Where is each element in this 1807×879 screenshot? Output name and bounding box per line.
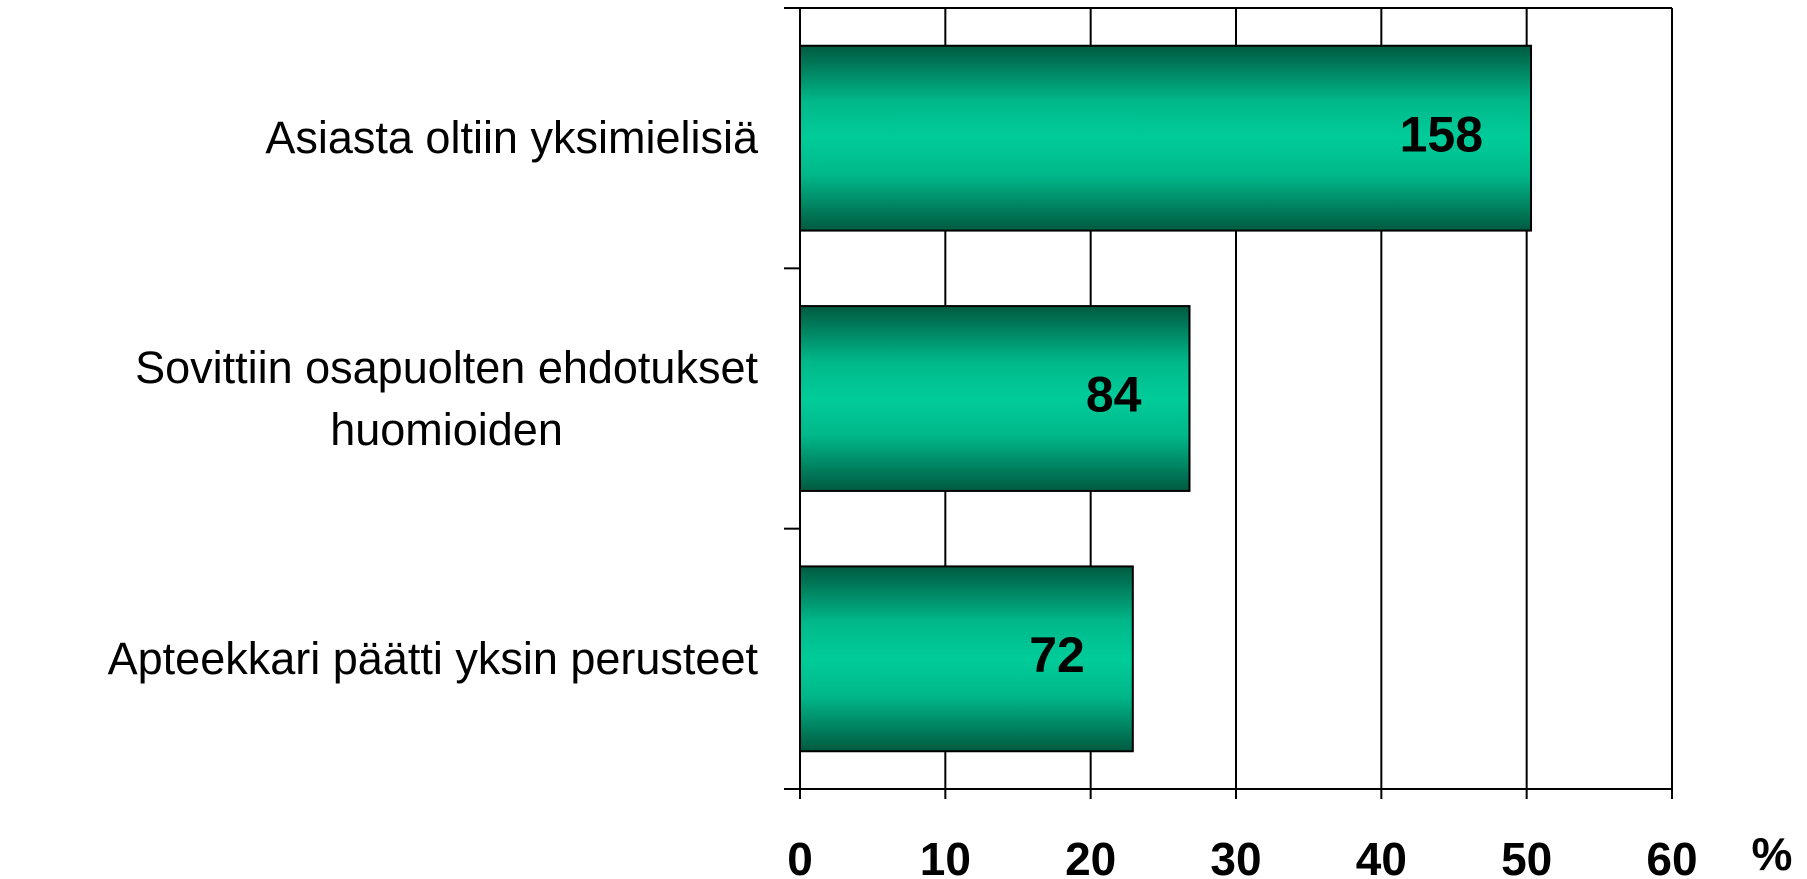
bar-count-label: 72 [1029, 627, 1085, 683]
x-tick-label: 0 [787, 833, 813, 879]
x-tick-label: 50 [1501, 833, 1552, 879]
x-tick-label: 10 [920, 833, 971, 879]
y-tick-label: Sovittiin osapuolten ehdotukset huomioid… [135, 341, 758, 455]
x-unit: % [1752, 828, 1793, 879]
bar [799, 44, 1533, 232]
bar [799, 305, 1191, 492]
bar [799, 565, 1134, 753]
x-tick-label: 60 [1646, 833, 1697, 879]
bar-count-label: 84 [1086, 367, 1142, 423]
y-tick-label: Apteekkari päätti yksin perusteet [107, 632, 758, 684]
x-tick-label: 20 [1065, 833, 1116, 879]
x-tick-label: 30 [1210, 833, 1261, 879]
y-tick-label: Asiasta oltiin yksimielisiä [265, 112, 758, 164]
x-tick-label: 40 [1356, 833, 1407, 879]
bar-count-label: 158 [1400, 106, 1483, 162]
